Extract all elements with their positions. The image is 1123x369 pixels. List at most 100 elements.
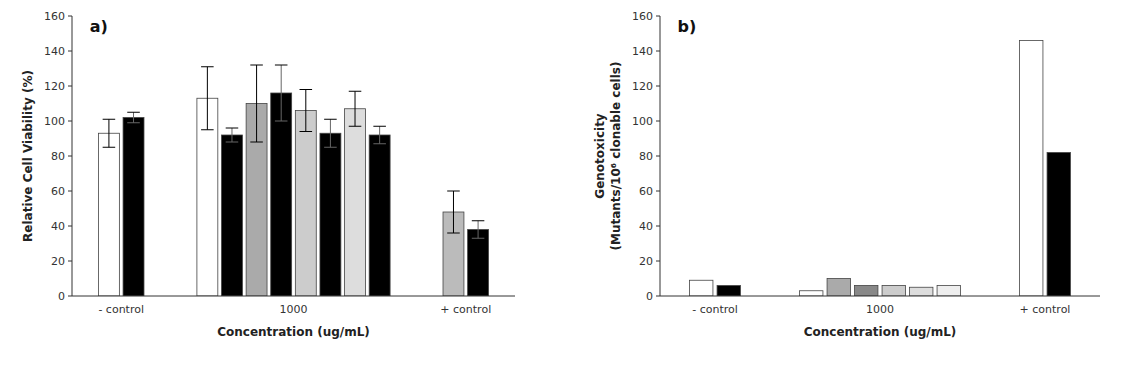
x-tick-label: + control: [1020, 303, 1071, 316]
y-tick-label: 0: [646, 290, 653, 303]
bar: [855, 286, 878, 297]
x-tick-label: + control: [440, 303, 491, 316]
y-tick-label: 120: [632, 80, 653, 93]
error-bar: [201, 67, 214, 130]
x-axis-line: [72, 296, 515, 297]
error-cap: [226, 142, 239, 143]
bar: [98, 133, 119, 296]
x-tick-label: - control: [692, 303, 738, 316]
error-stem: [207, 67, 208, 130]
y-tick-label: 140: [44, 45, 65, 58]
y-tick: [68, 226, 72, 227]
error-stem: [256, 65, 257, 142]
error-bar: [250, 65, 263, 142]
error-stem: [379, 126, 380, 144]
error-cap: [201, 129, 214, 130]
error-cap: [349, 126, 362, 127]
bar: [222, 135, 243, 296]
error-stem: [133, 112, 134, 123]
y-tick: [656, 226, 660, 227]
error-cap: [201, 66, 214, 67]
y-tick: [656, 121, 660, 122]
error-cap: [127, 122, 140, 123]
error-stem: [281, 65, 282, 121]
y-axis-label: (Mutants/10⁶ clonable cells): [609, 62, 623, 251]
chart-panel: 0 20 40 60 80 100 120 140 160 - control 1000 + cont…: [21, 10, 515, 339]
y-tick: [68, 191, 72, 192]
error-cap: [447, 191, 460, 192]
error-cap: [103, 119, 116, 120]
figure: 020406080100120140160- control1000+ cont…: [0, 0, 1123, 369]
error-bar: [472, 221, 485, 239]
y-tick-label: 160: [44, 10, 65, 23]
y-tick: [68, 261, 72, 262]
error-cap: [373, 143, 386, 144]
error-bar: [103, 119, 116, 147]
y-tick: [656, 296, 660, 297]
error-cap: [349, 91, 362, 92]
y-tick: [68, 86, 72, 87]
bar: [1020, 41, 1043, 297]
y-tick: [68, 121, 72, 122]
y-tick: [656, 156, 660, 157]
error-cap: [250, 65, 263, 66]
error-bar: [324, 119, 337, 147]
y-tick-label: 100: [44, 115, 65, 128]
error-bar: [275, 65, 288, 121]
error-bar: [349, 91, 362, 126]
error-cap: [127, 112, 140, 113]
error-cap: [472, 238, 485, 239]
y-tick-label: 140: [632, 45, 653, 58]
error-bar: [127, 112, 140, 123]
y-tick-label: 20: [51, 255, 65, 268]
y-tick-label: 20: [639, 255, 653, 268]
x-tick-label: 1000: [280, 303, 308, 316]
y-tick: [656, 86, 660, 87]
bar: [271, 93, 292, 296]
chart-title: b): [678, 17, 697, 36]
error-stem: [108, 119, 109, 147]
bar: [369, 135, 390, 296]
error-cap: [103, 147, 116, 148]
error-bar: [447, 191, 460, 233]
y-tick-label: 60: [639, 185, 653, 198]
error-bar: [373, 126, 386, 144]
error-cap: [324, 147, 337, 148]
x-tick-label: 1000: [866, 303, 894, 316]
bar: [717, 286, 740, 297]
error-cap: [300, 89, 313, 90]
marks: [690, 41, 1071, 297]
y-axis-label: Relative Cell Viability (%): [21, 70, 35, 242]
y-tick-label: 120: [44, 80, 65, 93]
x-axis-label: Concentration (ug/mL): [804, 325, 957, 339]
y-tick: [68, 51, 72, 52]
bar: [882, 286, 905, 297]
y-tick-label: 160: [632, 10, 653, 23]
error-stem: [453, 191, 454, 233]
y-axis-label: Genotoxicity: [593, 113, 607, 199]
y-tick-label: 40: [51, 220, 65, 233]
y-tick-label: 80: [51, 150, 65, 163]
error-cap: [324, 119, 337, 120]
y-tick: [656, 51, 660, 52]
y-tick-label: 0: [58, 290, 65, 303]
y-tick: [656, 16, 660, 17]
bar: [690, 280, 713, 296]
marks: [98, 65, 488, 296]
y-tick-label: 80: [639, 150, 653, 163]
bar: [320, 133, 341, 296]
y-tick: [656, 191, 660, 192]
error-cap: [226, 128, 239, 129]
x-tick-label: - control: [98, 303, 144, 316]
error-cap: [250, 142, 263, 143]
error-stem: [355, 91, 356, 126]
bar: [1047, 153, 1070, 297]
error-cap: [275, 121, 288, 122]
y-tick-label: 60: [51, 185, 65, 198]
error-stem: [478, 221, 479, 239]
x-axis-label: Concentration (ug/mL): [217, 325, 370, 339]
bar: [827, 279, 850, 297]
bar: [295, 111, 316, 297]
chart-title: a): [90, 17, 108, 36]
y-tick-label: 100: [632, 115, 653, 128]
